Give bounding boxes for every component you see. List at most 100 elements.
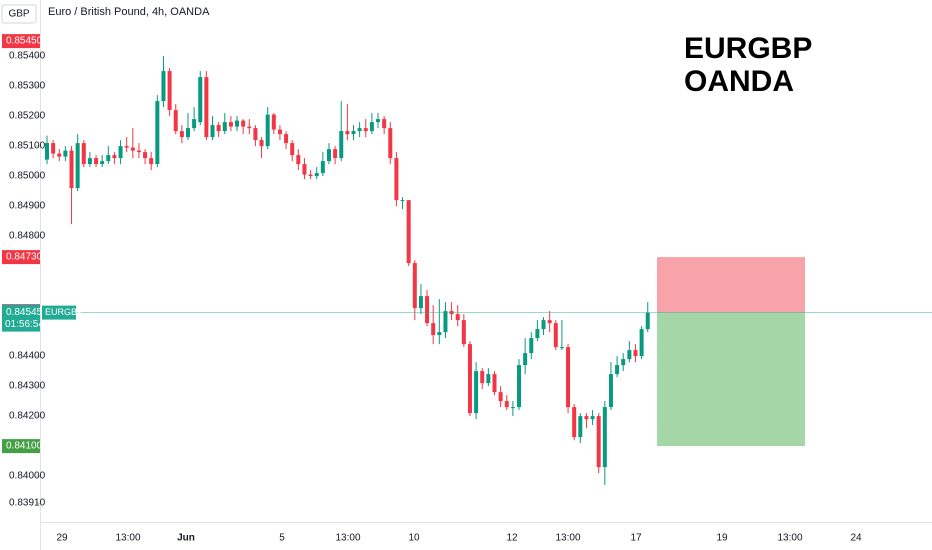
- candle-body: [192, 119, 197, 129]
- candle-body: [498, 392, 503, 402]
- candle-body: [63, 150, 68, 157]
- candle-body: [584, 416, 589, 420]
- candle-body: [179, 131, 184, 138]
- candle-body: [369, 122, 374, 132]
- candle-body: [106, 155, 111, 162]
- candle-body: [541, 320, 546, 330]
- candle-body: [480, 371, 485, 384]
- y-tick-label: 0.84900: [9, 201, 46, 212]
- x-tick-label: 10: [408, 533, 420, 544]
- candle-body: [130, 147, 135, 151]
- candle-body: [185, 128, 190, 138]
- candle-body: [247, 126, 252, 129]
- candle-body: [253, 128, 258, 141]
- candle-body: [351, 131, 356, 135]
- stop-zone: [657, 257, 805, 313]
- candle-body: [437, 332, 442, 336]
- candle-body: [523, 353, 528, 366]
- y-tick-label: 0.84800: [9, 231, 46, 242]
- symbol-tag-box: [42, 305, 76, 320]
- chart-title: Euro / British Pound, 4h, OANDA: [48, 6, 210, 18]
- currency-label[interactable]: GBP: [8, 9, 29, 20]
- candle-body: [345, 131, 350, 135]
- candle-body: [566, 347, 571, 408]
- price-label-box: [2, 250, 40, 265]
- candle-body: [271, 114, 276, 130]
- candle-body: [94, 158, 99, 165]
- candle-body: [363, 128, 368, 132]
- candle-body: [100, 161, 105, 165]
- candle-body: [57, 153, 62, 157]
- candle-body: [339, 131, 344, 159]
- price-label-box: [2, 439, 40, 454]
- candle-body: [535, 329, 540, 339]
- candle-body: [615, 365, 620, 375]
- candle-body: [228, 122, 233, 127]
- candle-body: [167, 71, 172, 111]
- candle-body: [314, 173, 319, 177]
- y-tick-label: 0.84400: [9, 351, 46, 362]
- x-tick-label: 5: [279, 533, 285, 544]
- candle-body: [455, 314, 460, 321]
- candle-body: [400, 200, 405, 202]
- y-tick-label: 0.84200: [9, 411, 46, 422]
- y-tick-label: 0.85400: [9, 51, 46, 62]
- candle-body: [443, 311, 448, 333]
- price-label: 0.84100: [6, 441, 43, 452]
- candle-body: [553, 323, 558, 348]
- y-tick-label: 0.84300: [9, 381, 46, 392]
- candle-body: [425, 296, 430, 324]
- candle-body: [124, 146, 129, 148]
- current-price-box: [2, 305, 40, 332]
- candle-body: [136, 150, 141, 153]
- x-tick-label: 13:00: [555, 533, 580, 544]
- candle-body: [149, 158, 154, 165]
- candle-body: [504, 401, 509, 408]
- candle-body: [388, 128, 393, 159]
- candle-body: [645, 312, 650, 330]
- candle-body: [517, 365, 522, 408]
- candle-body: [572, 407, 577, 438]
- candle-body: [357, 128, 362, 132]
- target-zone: [657, 312, 805, 447]
- candle-body: [406, 200, 411, 264]
- candle-body: [75, 143, 80, 189]
- price-label: 0.85450: [6, 36, 43, 47]
- candle-body: [222, 122, 227, 132]
- y-tick-label: 0.84000: [9, 471, 46, 482]
- candle-body: [510, 407, 515, 409]
- candle-body: [284, 134, 289, 144]
- candle-body: [467, 344, 472, 414]
- watermark: OANDA: [684, 65, 794, 98]
- candle-body: [627, 350, 632, 360]
- candle-body: [45, 143, 49, 160]
- x-tick-label: 29: [56, 533, 68, 544]
- x-tick-label: Jun: [177, 533, 195, 544]
- candle-body: [461, 320, 466, 345]
- x-tick-label: 17: [630, 533, 642, 544]
- candle-body: [143, 152, 148, 159]
- candle-body: [633, 350, 638, 357]
- candle-body: [486, 374, 491, 384]
- candle-body: [376, 119, 381, 123]
- candle-body: [161, 71, 166, 102]
- x-tick-label: 13:00: [115, 533, 140, 544]
- candle-body: [277, 129, 282, 135]
- candle-body: [596, 416, 601, 468]
- candle-body: [51, 143, 56, 154]
- candle-body: [296, 155, 301, 165]
- candle-body: [204, 77, 209, 138]
- candle-body: [529, 338, 534, 354]
- x-tick-label: 19: [716, 533, 728, 544]
- candle-body: [578, 416, 583, 438]
- candle-body: [173, 110, 178, 132]
- currency-box[interactable]: [1, 4, 37, 24]
- candle-body: [639, 329, 644, 357]
- y-tick-label: 0.85100: [9, 141, 46, 152]
- candle-body: [559, 347, 564, 349]
- y-tick-label: 0.83910: [9, 498, 46, 509]
- candle-body: [155, 101, 160, 165]
- price-label: 0.84730: [6, 252, 43, 263]
- candle-body: [259, 140, 264, 147]
